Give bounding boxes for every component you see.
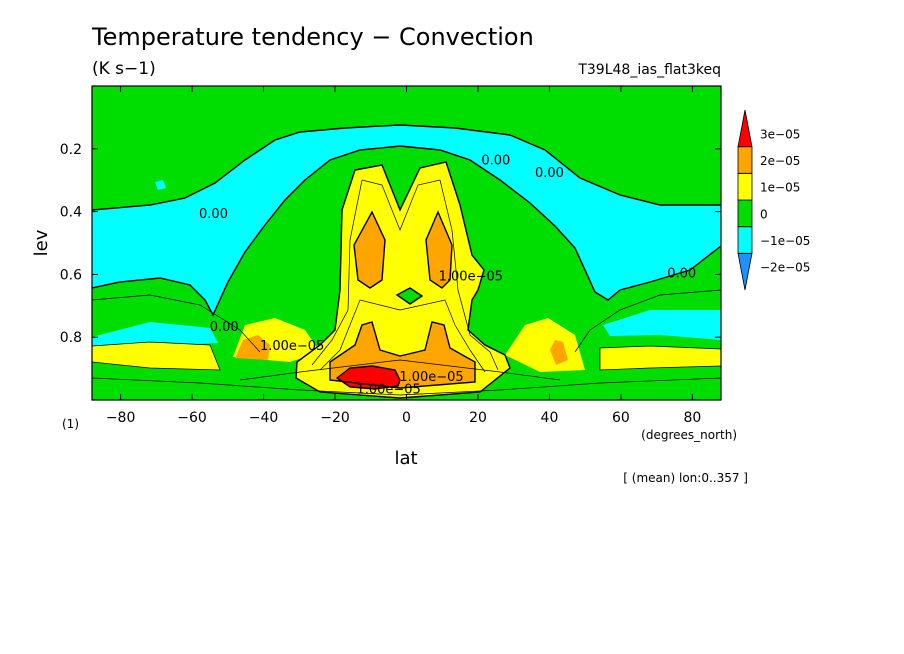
x-axis: −80 −60 −40 −20 0 20 40 60 80 xyxy=(106,86,701,426)
y-tick-label: 0.2 xyxy=(60,142,82,158)
field-region-2e-05-to-3e-05-right-lobe xyxy=(550,340,568,365)
contour-line-2e-05-left xyxy=(353,210,386,289)
contour-field: 0.000.000.000.000.001.00e−051.00e−051.00… xyxy=(92,86,721,400)
contour-line-2e-05-right xyxy=(425,210,453,289)
colorbar-segment xyxy=(737,146,753,174)
contour-label-layer: 0.000.000.000.000.001.00e−051.00e−051.00… xyxy=(199,154,696,398)
contour-line-thin-bottom-1 xyxy=(239,359,561,381)
contour-line-thin-bottom-2 xyxy=(92,377,721,396)
contour-line-2e-05-lower xyxy=(329,321,476,389)
x-tick-label: 60 xyxy=(612,410,630,426)
x-tick-label: −20 xyxy=(320,410,350,426)
footnote: [ (mean) lon:0..357 ] xyxy=(623,471,748,485)
field-region-negative-upper-band xyxy=(92,125,721,315)
contour-line-thin-right xyxy=(574,289,721,353)
contour-label: 0.00 xyxy=(667,267,696,282)
x-axis-units: (degrees_north) xyxy=(641,428,737,442)
colorbar-label: −2e−05 xyxy=(760,261,810,275)
contour-line-thin-band-left xyxy=(92,341,221,371)
field-region-1e-05-to-2e-05-right xyxy=(600,346,721,370)
field-region-negative-patch xyxy=(155,180,166,190)
colorbar-segment xyxy=(737,199,753,228)
contour-label: 0.00 xyxy=(199,207,228,222)
contour-line-thin-inner-1 xyxy=(311,179,499,371)
colorbar-segment xyxy=(737,172,753,201)
x-tick-label: 0 xyxy=(402,410,411,426)
contour-lines-thin xyxy=(92,179,721,396)
chart-units: (K s−1) xyxy=(92,59,156,79)
colorbar-segment xyxy=(737,109,753,148)
contour-label: 0.00 xyxy=(481,154,510,169)
colorbar: −2e−05 −1e−05 0 1e−05 2e−05 3e−05 xyxy=(737,109,810,291)
contour-label: 1.00e−05 xyxy=(399,370,463,385)
x-tick-label: 20 xyxy=(469,410,487,426)
field-region-1e-05-to-2e-05-main xyxy=(296,162,510,398)
x-tick-label: −40 xyxy=(249,410,279,426)
contour-line-3e-05 xyxy=(335,365,401,390)
colorbar-label: −1e−05 xyxy=(760,234,810,248)
contour-line-thin-left xyxy=(92,294,261,353)
field-region-negative-lower-right xyxy=(603,310,721,340)
contour-line-thin-inner-2 xyxy=(319,299,486,373)
colorbar-label: 0 xyxy=(760,207,768,221)
colorbar-label: 2e−05 xyxy=(760,154,800,168)
contour-line-zero-hole xyxy=(395,287,424,305)
x-tick-label: 40 xyxy=(541,410,559,426)
x-tick-label: 80 xyxy=(683,410,701,426)
y-tick-label: 0.8 xyxy=(60,330,82,346)
y-axis-units: (1) xyxy=(62,417,79,431)
y-tick-label: 0.4 xyxy=(60,205,82,221)
chart-title: Temperature tendency − Convection xyxy=(91,23,534,51)
colorbar-label: 1e−05 xyxy=(760,181,800,195)
y-axis-label: lev xyxy=(31,229,52,256)
y-tick-label: 0.6 xyxy=(60,267,82,283)
contour-label: 0.00 xyxy=(535,166,564,181)
y-axis: 0.2 0.4 0.6 0.8 xyxy=(60,142,721,346)
x-tick-label: −80 xyxy=(106,410,136,426)
colorbar-segment xyxy=(737,226,753,254)
experiment-label: T39L48_ias_flat3keq xyxy=(577,62,721,78)
field-region-2e-05-to-3e-05-left-lobe xyxy=(235,335,270,360)
contour-label: 0.00 xyxy=(210,320,239,335)
colorbar-label: 3e−05 xyxy=(760,127,800,141)
colorbar-segment xyxy=(737,252,753,291)
field-region-1e-05-to-2e-05-left xyxy=(92,342,220,370)
contour-lines xyxy=(92,124,721,399)
x-axis-label: lat xyxy=(394,448,417,469)
contour-line-1e-05 xyxy=(295,161,511,399)
contour-line-zero-lower xyxy=(92,145,721,317)
contour-line-zero-upper xyxy=(92,124,721,211)
contour-label: 1.00e−05 xyxy=(260,339,324,354)
x-tick-label: −60 xyxy=(177,410,207,426)
contour-label: 1.00e−05 xyxy=(356,383,420,398)
contour-label: 1.00e−05 xyxy=(439,270,503,285)
contour-line-thin-band-right xyxy=(599,345,721,371)
